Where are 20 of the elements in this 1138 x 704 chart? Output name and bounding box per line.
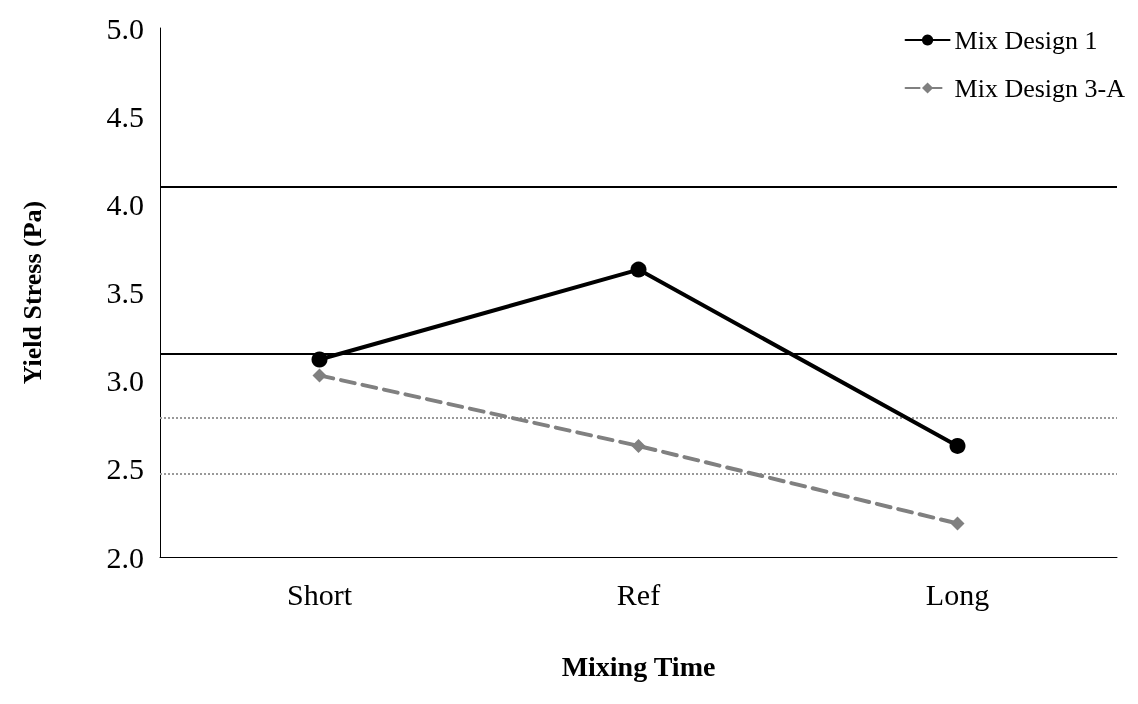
legend-label: Mix Design 3-A xyxy=(954,73,1126,103)
legend-label: Mix Design 1 xyxy=(954,25,1098,55)
y-tick-label: 4.5 xyxy=(106,99,144,133)
x-tick-label: Short xyxy=(286,577,353,611)
x-tick-label: Long xyxy=(925,577,990,611)
y-tick-label: 4.0 xyxy=(106,187,144,221)
x-axis-title: Mixing Time xyxy=(561,650,716,682)
point xyxy=(311,351,328,368)
point xyxy=(950,516,965,531)
y-tick-label: 3.0 xyxy=(106,364,144,398)
y-tick-label: 2.0 xyxy=(106,540,144,574)
y-axis-title: Yield Stress (Pa) xyxy=(17,200,47,385)
point xyxy=(630,261,647,278)
point xyxy=(949,437,966,454)
y-tick-label: 5.0 xyxy=(106,11,144,45)
y-tick-label: 2.5 xyxy=(106,452,144,486)
y-tick-label: 3.5 xyxy=(106,276,144,309)
point xyxy=(631,438,646,453)
point xyxy=(312,368,327,383)
x-tick-label: Ref xyxy=(616,577,661,611)
